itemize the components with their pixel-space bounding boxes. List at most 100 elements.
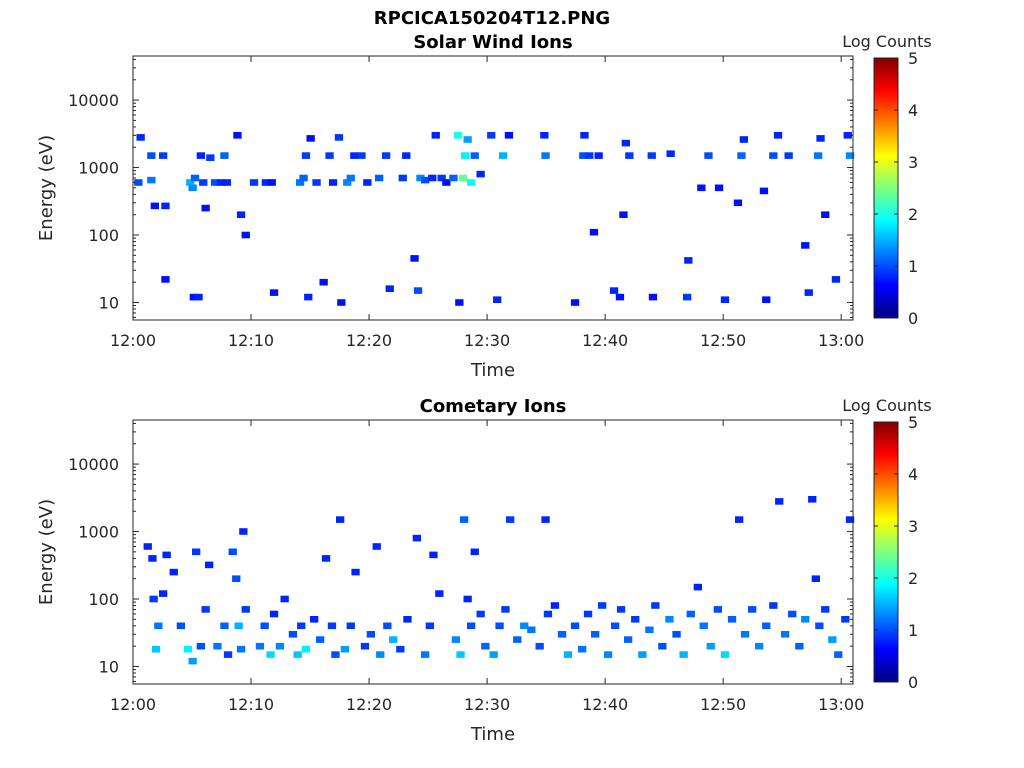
y-tick-label: 100 — [88, 590, 119, 609]
heatmap-cell — [210, 179, 220, 186]
heatmap-cell — [192, 548, 201, 556]
x-tick-label: 12:10 — [228, 331, 274, 350]
heatmap-cell — [188, 184, 197, 192]
heatmap-cell — [161, 276, 170, 283]
heatmap-cell — [261, 179, 270, 186]
heatmap-cell — [196, 642, 205, 650]
heatmap-cell — [269, 289, 279, 296]
heatmap-cell — [611, 622, 620, 630]
heatmap-cell — [301, 152, 311, 159]
heatmap-cell — [755, 642, 764, 650]
heatmap-cell — [161, 202, 170, 210]
heatmap-cell — [594, 152, 603, 159]
heatmap-cell — [159, 152, 168, 159]
heatmap-cell — [845, 152, 855, 159]
heatmap-cell — [699, 622, 708, 630]
heatmap-cell — [154, 622, 163, 630]
x-tick-label: 12:30 — [464, 331, 510, 350]
heatmap-cell — [501, 606, 510, 613]
axes-box — [132, 55, 854, 321]
heatmap-cell — [845, 516, 855, 523]
y-axis-label: Energy (eV) — [36, 135, 57, 241]
heatmap-cell — [147, 152, 156, 159]
x-tick-label: 12:00 — [110, 695, 156, 714]
heatmap-cell — [828, 636, 837, 643]
heatmap-cell — [762, 296, 771, 303]
heatmap-cell — [625, 152, 634, 159]
heatmap-cell — [740, 631, 750, 638]
heatmap-cell — [481, 642, 490, 650]
heatmap-cell — [222, 179, 231, 186]
heatmap-cell — [704, 152, 713, 159]
heatmap-cell — [150, 202, 159, 210]
heatmap-cell — [647, 152, 656, 159]
axes-box — [132, 419, 854, 685]
heatmap-cell — [843, 132, 852, 139]
heatmap-cell — [351, 568, 360, 576]
heatmap-cell — [331, 651, 340, 658]
y-tick-label: 10000 — [68, 455, 119, 474]
heatmap-cell — [733, 199, 743, 207]
heatmap-cell — [693, 583, 702, 591]
heatmap-cell — [624, 636, 633, 643]
heatmap-cell — [223, 651, 233, 658]
heatmap-cell — [295, 179, 305, 186]
heatmap-cell — [260, 622, 269, 630]
heatmap-cell — [328, 179, 338, 186]
heatmap-cell — [784, 152, 793, 159]
heatmap-cell — [402, 152, 411, 159]
heatmap-cell — [220, 152, 229, 159]
heatmap-cell — [357, 152, 366, 159]
heatmap-cell — [205, 561, 214, 569]
heatmap-cell — [375, 174, 384, 182]
heatmap-cell — [336, 516, 345, 523]
colorbar — [873, 421, 899, 683]
heatmap-cell — [467, 622, 476, 630]
x-axis-label: Time — [470, 360, 515, 381]
heatmap-cell — [735, 516, 744, 523]
heatmap-cells — [134, 132, 855, 306]
heatmap-cell — [697, 184, 706, 192]
heatmap-cell — [801, 616, 810, 623]
heatmap-cell — [495, 622, 504, 630]
heatmap-cell — [431, 132, 440, 139]
colorbar-tick-label: 5 — [908, 49, 918, 68]
heatmap-cell — [513, 636, 522, 643]
heatmap-cell — [781, 631, 790, 638]
heatmap-cell — [249, 179, 259, 186]
heatmap-cell — [442, 179, 451, 186]
heatmap-cell — [421, 176, 430, 184]
y-tick-label: 1000 — [78, 523, 119, 542]
heatmap-cell — [795, 642, 804, 650]
heatmap-cell — [151, 645, 161, 653]
panel-title: Solar Wind Ions — [413, 32, 572, 53]
heatmap-cell — [589, 228, 599, 236]
heatmap-cell — [382, 152, 391, 159]
heatmap-cell — [241, 606, 250, 613]
heatmap-cell — [541, 152, 550, 159]
heatmap-cell — [645, 626, 654, 634]
heatmap-cell — [706, 642, 715, 650]
heatmap-cell — [280, 595, 289, 603]
heatmap-cell — [506, 516, 515, 523]
heatmap-cell — [301, 645, 311, 653]
heatmap-cell — [366, 631, 375, 638]
heatmap-cell — [297, 622, 306, 630]
heatmap-cell — [372, 543, 381, 550]
y-tick-label: 10000 — [68, 91, 119, 110]
heatmap-cell — [216, 179, 226, 186]
x-tick-label: 12:20 — [346, 695, 392, 714]
heatmap-cell — [476, 170, 485, 178]
heatmap-cell — [557, 631, 567, 638]
y-tick-label: 10 — [99, 657, 119, 676]
heatmap-cell — [672, 631, 681, 638]
heatmap-cell — [213, 642, 222, 650]
heatmap-cell — [236, 645, 246, 653]
x-tick-label: 13:00 — [818, 695, 864, 714]
colorbar-tick-label: 2 — [908, 569, 918, 588]
colorbar — [873, 57, 899, 319]
heatmap-cell — [255, 642, 265, 650]
heatmap-cell — [648, 293, 658, 301]
heatmap-cell — [176, 622, 185, 630]
